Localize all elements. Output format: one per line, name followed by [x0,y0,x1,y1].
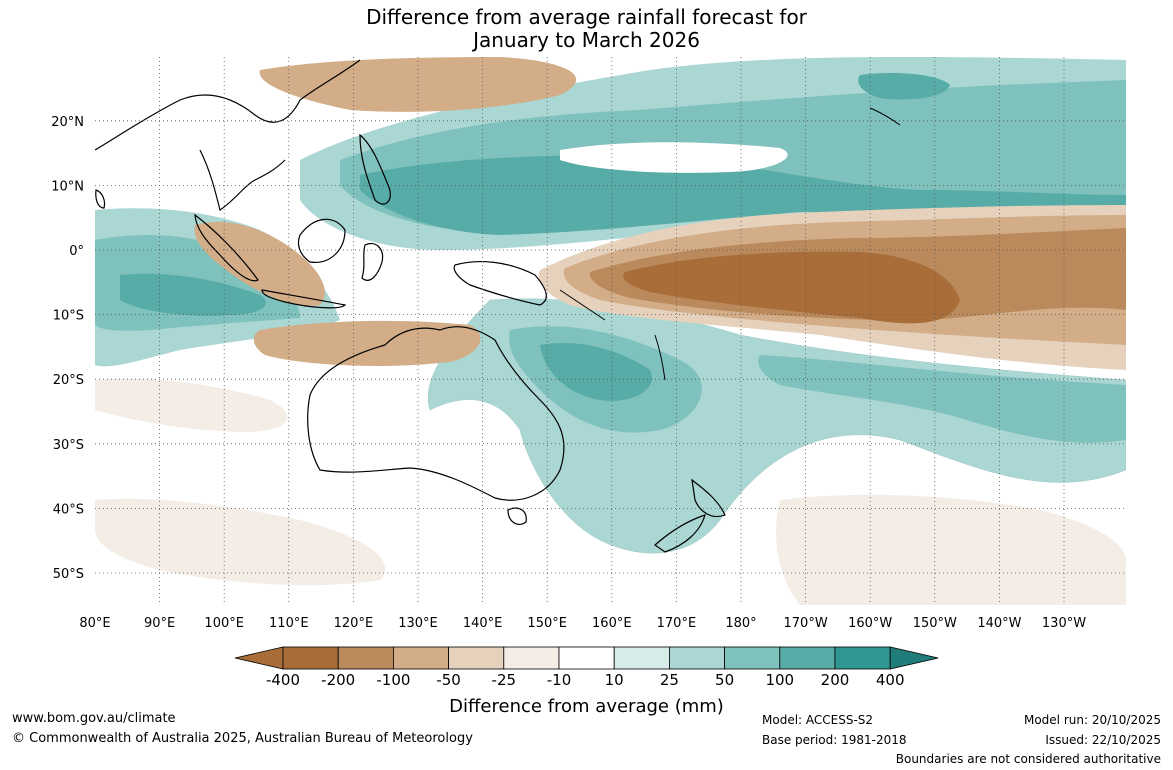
colorbar-swatch [558,646,615,670]
colorbar-swatch [724,646,781,670]
coastline-new-guinea [453,261,547,306]
footer-base-period: Base period: 1981-2018 [762,733,907,747]
footer-disclaimer: Boundaries are not considered authoritat… [895,752,1161,766]
coastline-philippines [359,133,391,205]
wet-region-hawaii [858,73,950,100]
colorbar-swatch [448,646,505,670]
rainfall-anomaly-layer [95,57,1126,605]
lat-tick-label: 20°S [53,373,84,388]
lon-tick-label: 170°W [784,616,828,631]
footer-copyright: © Commonwealth of Australia 2025, Austra… [12,731,473,746]
lon-tick-label: 80°E [79,616,110,631]
colorbar-tick-label: 200 [820,671,850,689]
colorbar-swatch [337,646,394,670]
colorbar-tick-label: 400 [875,671,905,689]
title-line-1: Difference from average rainfall forecas… [366,5,807,29]
lat-tick-label: 20°N [51,115,84,130]
colorbar-tick-label: -100 [376,671,411,689]
lon-tick-label: 90°E [144,616,175,631]
colorbar-swatch [392,646,449,670]
lon-tick-label: 130°E [398,616,438,631]
lat-tick-label: 10°S [53,309,84,324]
dry-region-east-asia [259,57,577,112]
footer-url[interactable]: www.bom.gov.au/climate [12,711,176,726]
coastline-asia-mainland [95,59,361,211]
colorbar-tick-label: 25 [659,671,679,689]
colorbar-tick-label: 50 [715,671,735,689]
lon-tick-label: 180° [725,616,756,631]
footer-model-run: Model run: 20/10/2025 [1023,713,1161,727]
coastlines [95,59,901,553]
coastline-java [261,289,347,309]
colorbar-swatch [282,646,339,670]
longitude-axis: 80°E 90°E 100°E 110°E 120°E 130°E 140°E 150°E 16… [79,616,1086,631]
wet-region-north-pacific-core [360,155,1126,235]
coastline-sulawesi [361,242,384,281]
dry-region-north-australia [253,320,481,366]
colorbar-arrow-low [234,646,284,670]
footer-issued: Issued: 22/10/2025 [1045,733,1161,747]
lon-tick-label: 100°E [204,616,244,631]
coastline-tasmania [507,507,527,525]
colorbar-tick-label: -25 [491,671,517,689]
lon-tick-label: 110°E [269,616,309,631]
lon-tick-label: 150°E [527,616,567,631]
lat-tick-label: 30°S [53,438,84,453]
coastline-sumatra [194,213,259,282]
dry-patch-north-pacific [560,142,788,173]
lon-tick-label: 130°W [1042,616,1086,631]
coastline-australia [307,326,565,501]
lon-tick-label: 170°E [657,616,697,631]
lon-tick-label: 120°E [334,616,374,631]
colorbar-tick-label: 10 [604,671,624,689]
coastline-hawaii [869,107,901,126]
lat-tick-label: 0° [69,244,84,259]
colorbar-swatch [669,646,726,670]
coastline-new-zealand-south [654,514,706,553]
colorbar-tick-label: -400 [265,671,301,689]
colorbar-swatch [779,646,836,670]
coastline-sri-lanka [95,189,106,209]
colorbar-swatch [834,646,891,670]
dry-region-central-pacific-core [623,251,960,324]
lat-tick-label: 40°S [53,502,84,517]
lat-tick-label: 50°S [53,567,84,582]
colorbar-title: Difference from average (mm) [449,696,724,717]
gridlines [95,57,1126,605]
colorbar-tick-label: -50 [436,671,461,689]
colorbar-tick-label: 100 [765,671,795,689]
dry-region-indian-south [95,378,288,432]
lon-tick-label: 140°E [463,616,503,631]
colorbar-swatch [503,646,560,670]
dry-region-southern-ocean-east [776,494,1126,605]
coastline-new-zealand-north [691,478,726,518]
coastline-solomon [559,289,606,321]
footer-model: Model: ACCESS-S2 [762,713,874,727]
title-line-2: January to March 2026 [473,28,700,52]
dry-region-southern-ocean-west [95,498,386,586]
colorbar-tick-label: -200 [321,671,356,689]
colorbar-tick-label: -10 [546,671,572,689]
colorbar [234,646,939,670]
lon-tick-label: 160°W [848,616,892,631]
lon-tick-label: 160°E [592,616,632,631]
colorbar-swatch [613,646,670,670]
wet-region-coral-core [540,342,652,401]
wet-region-indian-ocean-core [120,273,266,316]
lat-tick-label: 10°N [51,179,84,194]
coastline-vanuatu [654,334,666,381]
lon-tick-label: 140°W [977,616,1021,631]
colorbar-arrow-high [889,646,939,670]
wet-region-east-pacific-south [758,355,1126,443]
latitude-axis: 20°N 10°N 0° 10°S 20°S 30°S 40°S 50°S [51,115,84,582]
lon-tick-label: 150°W [913,616,957,631]
